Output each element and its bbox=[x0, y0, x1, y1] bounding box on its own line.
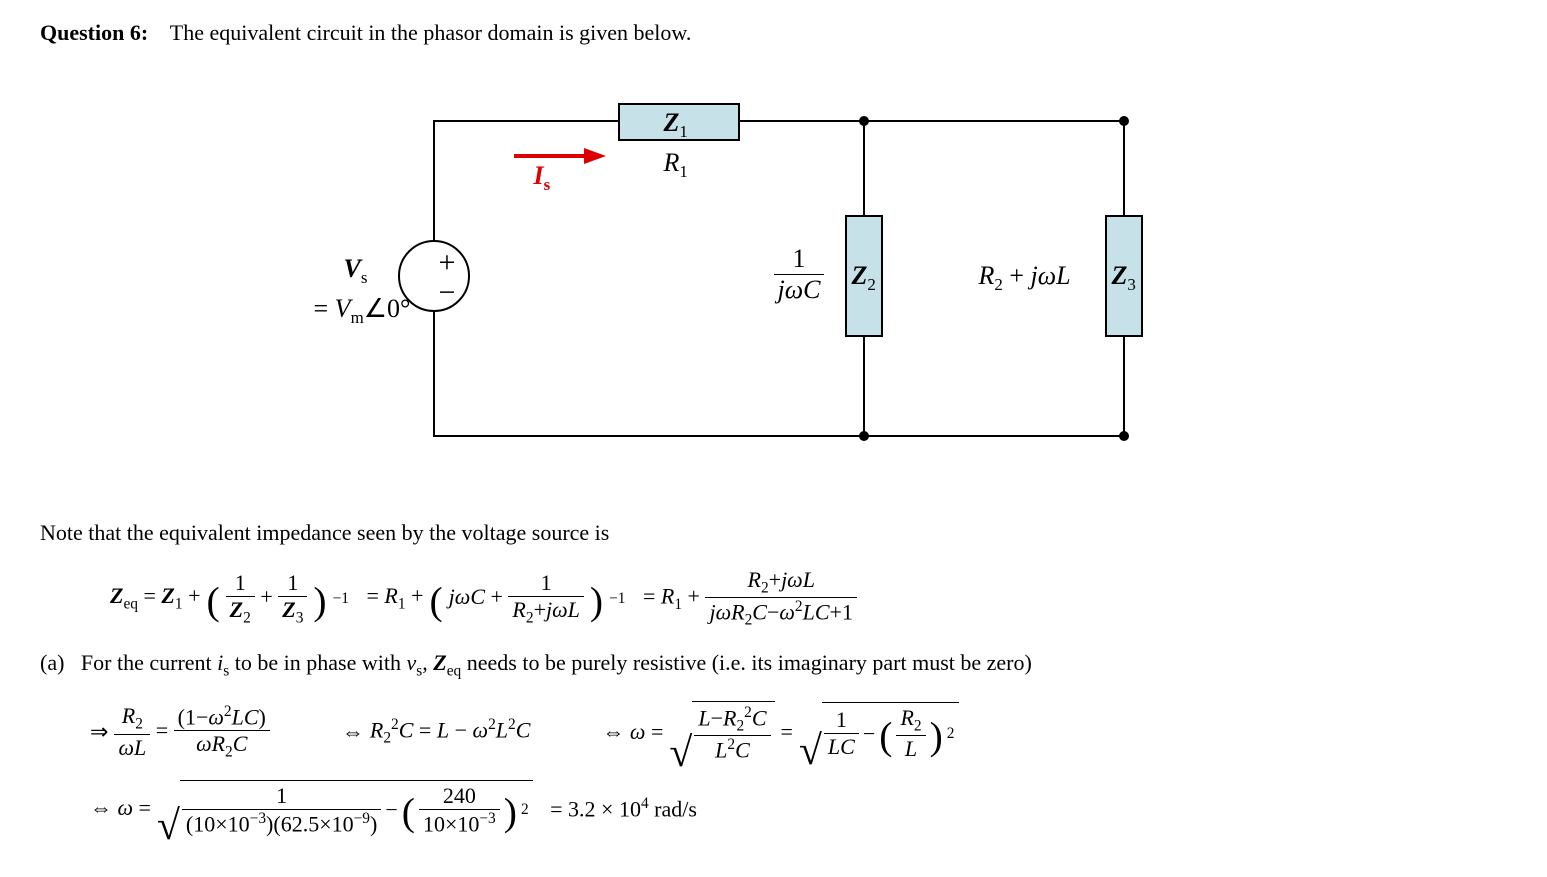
arrow-iff-2: ⇔ ω = bbox=[602, 719, 663, 745]
z2-box-label: Z2 bbox=[852, 261, 876, 295]
zeq-paren2: jωC + 1R2+jωL bbox=[449, 570, 584, 627]
zeq-exp1: −1 bbox=[333, 590, 349, 608]
zeq-mid: = R1 + bbox=[366, 583, 423, 613]
question-header: Question 6: The equivalent circuit in th… bbox=[40, 20, 1507, 46]
sqrt-1: √ L−R22CL2C bbox=[669, 701, 774, 764]
eq-sign: = bbox=[781, 719, 793, 745]
zeq-rhs: = R1 + R2+jωLjωR2C−ω2LC+1 bbox=[643, 567, 857, 630]
arrow-iff-3: ⇔ ω = bbox=[90, 795, 151, 821]
z2-value: 1jωC bbox=[774, 244, 825, 305]
zeq-equation: Zeq = Z1 + ( 1Z2 + 1Z3 )−1 = R1 + ( jωC … bbox=[110, 567, 1507, 630]
sqrt-2: √ 1LC − (R2L)2 bbox=[799, 702, 959, 762]
z3-value: R2 + jωL bbox=[979, 261, 1071, 295]
eq-row-2: ⇔ ω = √ 1(10×10−3)(62.5×10−9) − (24010×1… bbox=[90, 780, 1507, 837]
eq1-mid: R22C = L − ω2L2C bbox=[370, 716, 531, 748]
note-text: Note that the equivalent impedance seen … bbox=[40, 516, 1507, 549]
omega-result: = 3.2 × 104 rad/s bbox=[550, 795, 697, 822]
source-value: = Vm∠0° bbox=[314, 294, 411, 328]
eq1-frac: R2ωL = (1−ω2LC)ωR2C bbox=[114, 703, 269, 762]
zeq-paren1: 1Z2 + 1Z3 bbox=[226, 570, 308, 627]
source-plus: + bbox=[439, 246, 456, 280]
part-a-label: (a) bbox=[40, 650, 64, 675]
zeq-exp2: −1 bbox=[609, 590, 625, 608]
arrow-iff-1: ⇔ bbox=[342, 719, 364, 745]
z1-box-label: Z1 bbox=[664, 108, 688, 142]
question-prompt: The equivalent circuit in the phasor dom… bbox=[170, 20, 692, 45]
z1-value: R1 bbox=[664, 148, 688, 182]
zeq-lhs: Zeq = Z1 + bbox=[110, 583, 200, 613]
z3-box-label: Z3 bbox=[1112, 261, 1136, 295]
arrow-implies: ⇒ bbox=[90, 719, 108, 745]
part-a: (a) For the current is to be in phase wi… bbox=[40, 646, 1507, 683]
part-a-text: For the current is to be in phase with v… bbox=[81, 650, 1032, 675]
eq-row-1: ⇒ R2ωL = (1−ω2LC)ωR2C ⇔ R22C = L − ω2L2C… bbox=[90, 701, 1507, 764]
sqrt-3: √ 1(10×10−3)(62.5×10−9) − (24010×10−3)2 bbox=[157, 780, 533, 837]
circuit-diagram: + − Vs = Vm∠0° Is Z1 R1 Z2 1jωC Z3 R2 + … bbox=[324, 66, 1224, 486]
source-minus: − bbox=[439, 276, 456, 310]
question-label: Question 6: bbox=[40, 20, 148, 45]
source-label: Vs bbox=[344, 254, 368, 288]
current-label: Is bbox=[534, 161, 551, 195]
